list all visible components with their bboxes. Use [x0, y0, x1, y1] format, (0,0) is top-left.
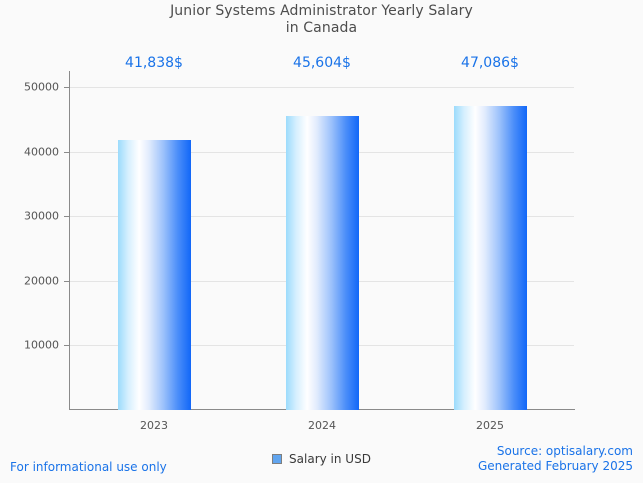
y-tick-mark: [64, 345, 70, 346]
chart-title-line-2: in Canada: [285, 20, 358, 36]
plot-area: [70, 71, 574, 410]
chart-title: Junior Systems Administrator Yearly Sala…: [0, 3, 643, 37]
y-tick-label: 20000: [24, 274, 59, 288]
y-tick-mark: [64, 87, 70, 88]
y-tick-mark: [64, 216, 70, 217]
y-axis-line: [69, 71, 70, 410]
data-label-2025: 47,086$: [461, 55, 519, 71]
y-tick-mark: [64, 281, 70, 282]
chart-legend: Salary in USD: [0, 452, 643, 466]
y-tick-label: 40000: [24, 145, 59, 159]
gridline: [70, 87, 574, 88]
x-tick-label-2023: 2023: [140, 419, 168, 432]
y-tick-label: 30000: [24, 209, 59, 223]
y-tick-label: 10000: [24, 338, 59, 352]
bar-2025[interactable]: [454, 106, 527, 410]
x-tick-label-2025: 2025: [476, 419, 504, 432]
legend-label: Salary in USD: [289, 452, 371, 466]
data-label-2024: 45,604$: [293, 55, 351, 71]
footer-source-line: Source: optisalary.com: [496, 444, 633, 458]
footer-source: Source: optisalary.com Generated Februar…: [478, 444, 633, 474]
legend-swatch-icon: [272, 454, 283, 464]
legend-item[interactable]: Salary in USD: [272, 452, 371, 466]
chart-title-line-1: Junior Systems Administrator Yearly Sala…: [170, 3, 473, 19]
y-tick-label: 50000: [24, 80, 59, 94]
data-label-2023: 41,838$: [125, 55, 183, 71]
x-tick-label-2024: 2024: [308, 419, 336, 432]
footer-disclaimer: For informational use only: [10, 460, 167, 474]
footer-generated-line: Generated February 2025: [477, 459, 633, 473]
bar-2024[interactable]: [286, 116, 359, 410]
y-tick-mark: [64, 152, 70, 153]
bar-2023[interactable]: [118, 140, 191, 410]
